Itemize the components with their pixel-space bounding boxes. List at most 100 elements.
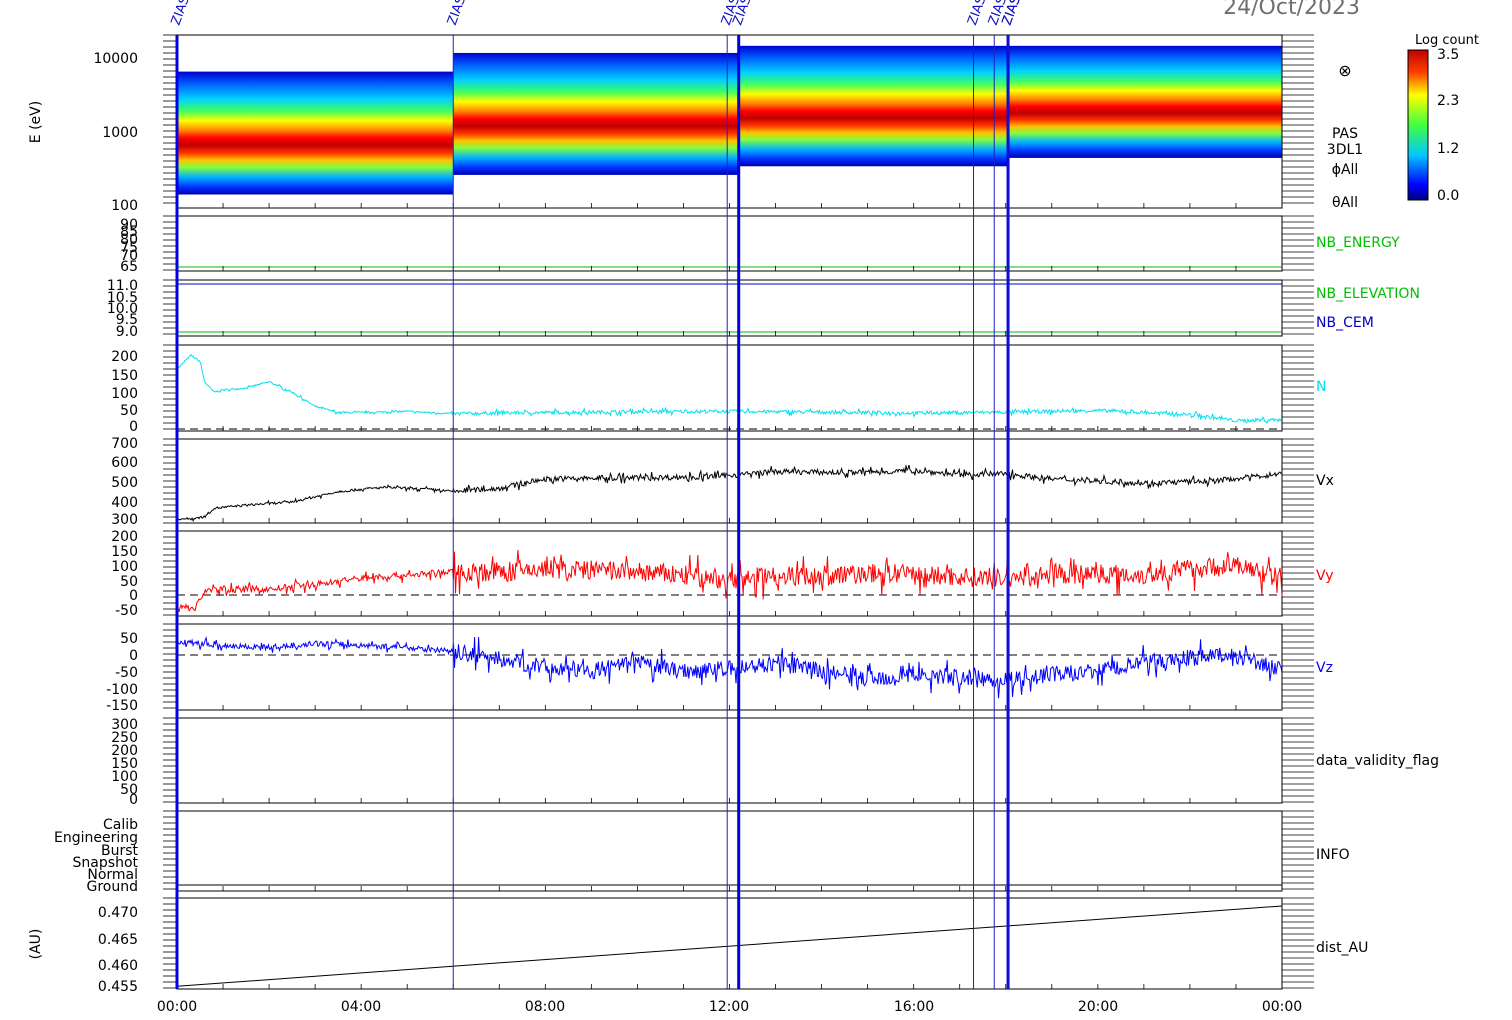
info-tick: Normal [87,867,138,883]
colorbar: Log count 3.5 2.3 1.2 0.0 [1407,33,1479,204]
nb-elevation-tick: 11.0 [107,278,138,294]
info-tick: Calib [103,817,138,833]
vy-tick: -50 [115,603,138,619]
time-tick-label: 08:00 [525,999,565,1015]
colorbar-tick: 2.3 [1437,93,1459,109]
time-tick-label: 04:00 [341,999,381,1015]
info-tick: Ground [87,879,139,895]
nb-energy-tick: 90 [120,217,138,233]
vy-tick: 0 [129,588,138,604]
nb-energy-panel: 90 85 80 75 70 65 NB_ENERGY [120,215,1400,275]
nb-elevation-tick: 10.0 [107,301,138,317]
vy-tick: 200 [111,529,138,545]
info-tick: Snapshot [73,855,139,871]
info-frame [176,810,1283,892]
vy-tick: 100 [111,559,138,575]
info-panel: Calib Engineering Burst Snapshot Normal … [54,810,1350,895]
vz-series [176,636,1283,699]
axis-ticks [163,34,1314,989]
validity-panel: 300 250 200 150 100 50 0 data_validity_f… [111,717,1439,808]
nb-energy-tick: 70 [120,248,138,264]
time-tick-label: 00:00 [157,999,197,1015]
validity-tick: 100 [111,769,138,785]
validity-tick: 150 [111,756,138,772]
vy-series [176,549,1283,613]
vy-label: Vy [1316,568,1334,584]
date-label: 24/Oct/2023 [1223,0,1360,20]
validity-tick: 0 [129,792,138,808]
density-tick: 50 [120,403,138,419]
info-tick: Engineering [54,830,138,846]
vz-label: Vz [1316,660,1333,676]
spectrogram-tick: 10000 [93,51,138,67]
nb-elevation-label: NB_ELEVATION [1316,286,1420,302]
vx-tick: 600 [111,455,138,471]
nb-energy-tick: 80 [120,232,138,248]
nb-elevation-tick: 10.5 [107,290,138,306]
colorbar-tick: 3.5 [1437,47,1459,63]
vz-tick: 50 [120,631,138,647]
vx-tick: 300 [111,512,138,528]
vz-tick: -150 [106,698,138,714]
nb-energy-tick: 75 [120,240,138,256]
dist-tick: 0.455 [98,979,138,995]
validity-tick: 200 [111,743,138,759]
phi-label: ϕAll [1332,162,1359,178]
dist-label: dist_AU [1316,940,1368,956]
spectrogram-tick: 100 [111,198,138,214]
spectrogram-segment [1008,45,1282,158]
validity-frame [176,717,1283,804]
vx-tick: 700 [111,436,138,452]
vy-tick: 150 [111,544,138,560]
vx-label: Vx [1316,473,1334,489]
time-axis: 00:00 04:00 08:00 12:00 16:00 20:00 00:0… [157,999,1302,1015]
vy-tick: 50 [120,574,138,590]
info-label: INFO [1316,847,1350,863]
time-tick-label: 12:00 [709,999,749,1015]
event-marker-label: ZIAS [445,0,469,27]
nb-elevation-panel: 11.0 10.5 10.0 9.5 9.0 NB_ELEVATION NB_C… [107,278,1420,340]
event-marker-label: ZIAS [169,0,193,27]
time-tick-label: 00:00 [1262,999,1302,1015]
density-tick: 150 [111,368,138,384]
validity-tick: 50 [120,782,138,798]
dist-tick: 0.470 [98,905,138,921]
density-series [176,353,1283,425]
view-direction-symbol: ⊗ [1338,61,1351,80]
theta-label: θAll [1332,195,1358,211]
vz-tick: 0 [129,648,138,664]
nb-energy-tick: 65 [120,259,138,275]
vz-tick: -100 [106,682,138,698]
vx-series [176,464,1283,523]
density-tick: 100 [111,386,138,402]
dist-ylabel: (AU) [28,929,44,960]
dist-tick: 0.460 [98,958,138,974]
vz-panel: 50 0 -50 -100 -150 Vz [106,623,1333,714]
colorbar-scale [1407,49,1429,201]
nb-elevation-frame [176,279,1283,337]
vx-panel: 700 600 500 400 300 Vx [111,436,1334,528]
density-frame [176,344,1283,432]
spectrogram-bands [177,45,1282,195]
spectrogram-tick: 1000 [102,125,138,141]
dist-series [176,905,1283,987]
density-tick: 200 [111,349,138,365]
validity-tick: 250 [111,730,138,746]
density-label: N [1316,379,1326,395]
time-tick-label: 16:00 [894,999,934,1015]
spectrogram-segment [453,52,739,175]
instrument-label: PAS [1332,126,1358,142]
spectrogram-segment [177,71,454,195]
colorbar-tick: 1.2 [1437,141,1459,157]
info-tick: Burst [101,843,139,859]
nb-cem-label: NB_CEM [1316,315,1374,331]
vy-panel: 200 150 100 50 0 -50 Vy [111,529,1333,619]
spectrogram-segment [738,45,1009,167]
validity-label: data_validity_flag [1316,753,1439,769]
nb-energy-frame [176,215,1283,272]
dist-panel: (AU) 0.470 0.465 0.460 0.455 dist_AU [28,897,1368,995]
nb-energy-tick: 85 [120,224,138,240]
time-tick-label: 20:00 [1078,999,1118,1015]
